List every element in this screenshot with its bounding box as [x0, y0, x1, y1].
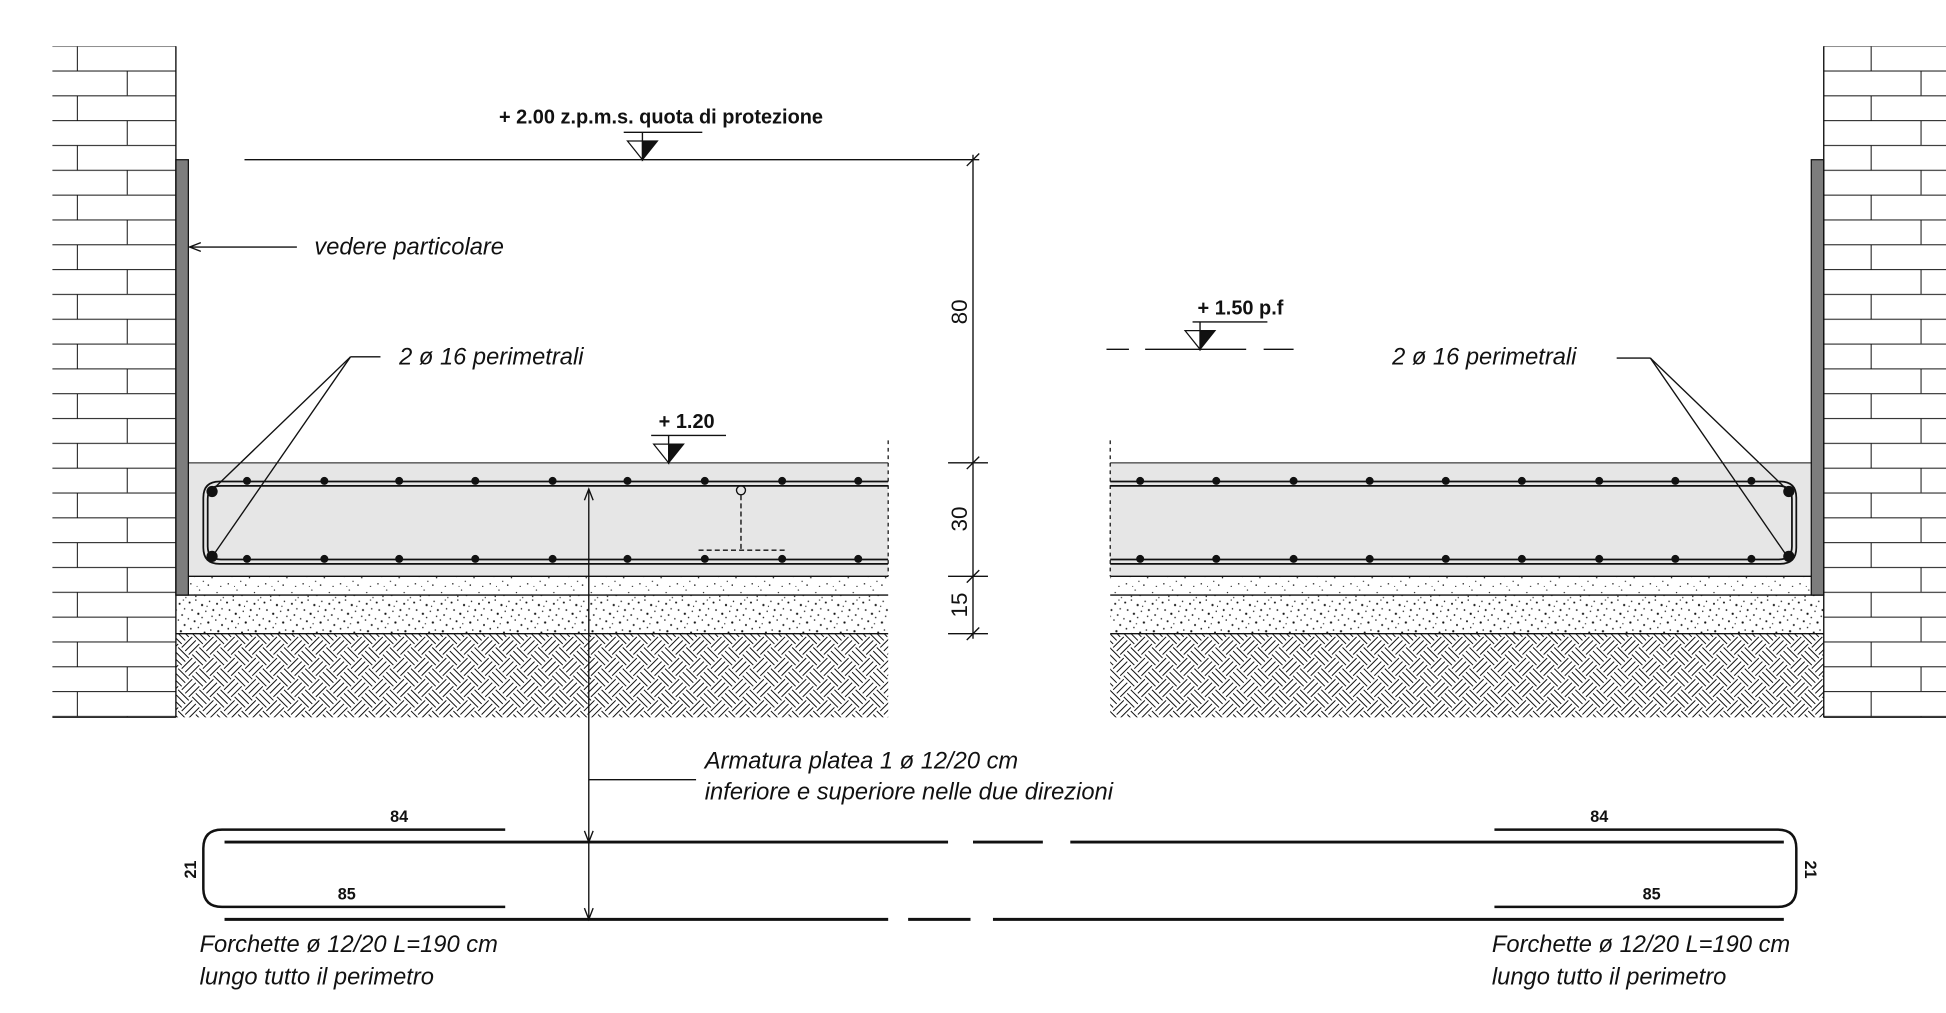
leader-line	[1649, 357, 1787, 556]
rebar-dot-top	[778, 476, 787, 485]
u-bar-right-note-line2: lungo tutto il perimetro	[1492, 964, 1726, 990]
rebar-dot-bottom	[1365, 554, 1374, 563]
rebar-dot-top	[623, 476, 632, 485]
see-detail-leader	[187, 242, 297, 253]
rebar-dot-top	[1747, 476, 1756, 485]
rebar-dot-top	[1441, 476, 1450, 485]
u-bar-left-bottom-leg: 85	[338, 885, 356, 903]
leader-arrow	[187, 242, 202, 253]
rebar-dot-bottom	[1289, 554, 1298, 563]
rebar-dot-bottom	[700, 554, 709, 563]
see-detail-label: vedere particolare	[314, 235, 504, 261]
dimension-tick	[966, 569, 980, 584]
dimension-tick	[966, 456, 980, 470]
floor-level-marker	[1183, 321, 1268, 352]
rebar-dot-top	[1136, 476, 1145, 485]
protection-level-label: + 2.00 z.p.m.s. quota di protezione	[499, 107, 823, 129]
rebar-dot-top	[1365, 476, 1374, 485]
rebar-dot-bottom	[243, 554, 251, 563]
rebar-dot-bottom	[1671, 554, 1680, 563]
u-bar-left-top-leg: 84	[390, 808, 408, 826]
dimension-lean-concrete-value: 15	[947, 593, 972, 618]
rebar-dot-top	[243, 476, 251, 485]
perimeter-bars-label-left: 2 ø 16 perimetrali	[398, 344, 584, 370]
u-bar-right-height: 21	[1801, 860, 1819, 878]
marker-triangle-left	[1183, 329, 1201, 352]
rebar-dot-bottom	[1747, 554, 1756, 563]
dimension-tick	[966, 152, 980, 167]
u-bar-left-height: 21	[182, 860, 200, 878]
rebar-dot-top	[471, 476, 480, 485]
marker-triangle-right	[668, 443, 685, 465]
u-bar-left-note-line2: lungo tutto il perimetro	[200, 964, 434, 990]
perimeter-bar-left-outer	[202, 480, 889, 565]
rebar-dots	[243, 476, 1756, 563]
perimeter-bar-right-outer	[1110, 480, 1798, 565]
screed-layer-left	[188, 576, 889, 596]
u-bar-right-bottom-leg: 85	[1643, 885, 1661, 903]
marker-triangle-right	[1199, 329, 1217, 352]
dimension-slab-value: 30	[947, 506, 972, 531]
rebar-dot-bottom	[1136, 554, 1145, 563]
rebar-dot-top	[700, 476, 709, 485]
rebar-dot-top	[320, 476, 329, 485]
rebar-dot-top	[1517, 476, 1526, 485]
rebar-dot-bottom	[320, 554, 329, 563]
marker-triangle-right	[641, 140, 659, 162]
brick-wall-left	[52, 46, 176, 718]
dimension-upper-value: 80	[947, 299, 972, 324]
lean-concrete-left	[175, 595, 889, 634]
rebar-dot-bottom	[1212, 554, 1221, 563]
u-bar-right	[1494, 828, 1798, 909]
lean-concrete-right	[1110, 595, 1824, 634]
rebar-dot-bottom	[623, 554, 632, 563]
spacer-chair-head	[735, 485, 747, 496]
brick-wall-right	[1823, 46, 1946, 718]
rebar-dot-bottom	[1517, 554, 1526, 563]
ground-left	[175, 633, 889, 718]
screed-layer-right	[1110, 576, 1812, 596]
rebar-dot-bottom	[548, 554, 557, 563]
rebar-dot-bottom	[854, 554, 863, 563]
rebar-dot-top	[854, 476, 863, 485]
rebar-dot-top	[1212, 476, 1221, 485]
leader-line	[212, 356, 352, 490]
u-bar-right-note-line1: Forchette ø 12/20 L=190 cm	[1492, 932, 1790, 958]
rebar-dot-bottom	[1595, 554, 1604, 563]
u-bar-right-top-leg: 84	[1590, 808, 1608, 826]
u-bar-left	[202, 828, 506, 909]
perimeter-bars-label-right: 2 ø 16 perimetrali	[1391, 344, 1577, 370]
slab-reinforcement-note-line2: inferiore e superiore nelle due direzion…	[705, 780, 1114, 806]
slab-reinforcement-note-line1: Armatura platea 1 ø 12/20 cm	[703, 748, 1018, 774]
marker-triangle-left	[652, 443, 670, 465]
dimension-chain: 80 30 15	[947, 152, 988, 641]
marker-triangle-left	[626, 140, 644, 162]
rebar-dot-top	[395, 476, 404, 485]
floor-level-label: + 1.50 p.f	[1198, 297, 1284, 319]
protection-level-marker	[623, 131, 703, 162]
rebar-dot-top	[1289, 476, 1298, 485]
ground-right	[1110, 633, 1824, 718]
waterproof-membrane-left	[175, 159, 189, 596]
u-bar-left-note-line1: Forchette ø 12/20 L=190 cm	[200, 932, 498, 958]
rebar-dot-bottom	[1441, 554, 1450, 563]
perimeter-bars-leader-right	[1616, 357, 1787, 556]
rebar-dot-bottom	[471, 554, 480, 563]
spacer-chair-symbol	[698, 485, 788, 551]
slab-top-level-label: + 1.20	[659, 411, 715, 433]
dimension-tick	[966, 627, 980, 641]
rebar-dot-top	[1671, 476, 1680, 485]
leader-arrow-top	[583, 487, 594, 501]
perimeter-bar-dot-left-top	[206, 485, 218, 498]
waterproof-membrane-right	[1810, 159, 1825, 596]
slab-top-level-marker	[651, 434, 727, 465]
rebar-dot-bottom	[778, 554, 787, 563]
rebar-dot-bottom	[395, 554, 404, 563]
rebar-dot-top	[548, 476, 557, 485]
rebar-dot-top	[1595, 476, 1604, 485]
perimeter-bars-leader-left	[212, 356, 381, 556]
leader-line	[212, 356, 352, 556]
leader-line	[1649, 357, 1787, 490]
